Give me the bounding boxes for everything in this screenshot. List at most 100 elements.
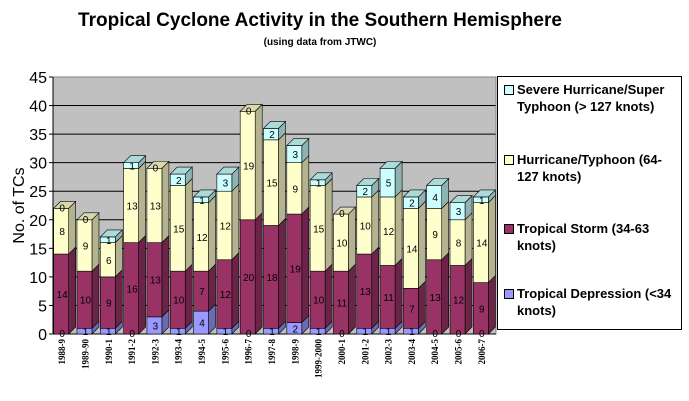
- bar-side: [301, 154, 310, 215]
- legend: Severe Hurricane/Super Typhoon (> 127 kn…: [497, 76, 682, 330]
- data-label: 0: [59, 329, 65, 340]
- data-label: 1: [409, 327, 415, 338]
- bar-top: [332, 206, 357, 215]
- x-tick-label: 1996-7: [244, 339, 254, 365]
- data-label: 1: [129, 162, 135, 173]
- bar-side: [464, 257, 473, 335]
- y-tick-label: 10: [29, 270, 47, 287]
- data-label: 14: [476, 239, 488, 250]
- data-label: 1: [199, 196, 205, 207]
- bar-top: [52, 201, 77, 209]
- bar-side: [324, 177, 333, 272]
- data-label: 18: [266, 273, 278, 284]
- bar-side: [184, 177, 193, 272]
- data-label: 12: [453, 296, 465, 307]
- data-label: 1: [386, 327, 392, 338]
- x-tick-label: 1989-90: [80, 339, 90, 369]
- data-label: 2: [362, 187, 368, 198]
- data-label: 1: [316, 179, 322, 190]
- bar-side: [114, 269, 123, 330]
- bar-side: [324, 263, 333, 330]
- data-label: 10: [336, 239, 348, 250]
- data-label: 0: [479, 329, 485, 340]
- bar-side: [254, 103, 263, 221]
- y-tick-label: 25: [29, 184, 47, 201]
- bar-top: [99, 229, 124, 238]
- data-label: 2: [409, 199, 415, 210]
- y-tick-label: 45: [29, 70, 47, 87]
- bar-top: [402, 189, 427, 198]
- bar-side: [394, 257, 403, 330]
- data-label: 9: [432, 230, 438, 241]
- bar-top: [76, 212, 100, 221]
- data-label: 10: [313, 296, 325, 307]
- x-tick-label: 2001-2: [360, 339, 370, 365]
- bar-side: [161, 160, 170, 244]
- bar-side: [371, 246, 380, 330]
- y-tick-label: 5: [38, 298, 47, 315]
- data-label: 10: [173, 296, 185, 307]
- legend-label-hurricane: Hurricane/Typhoon (64-127 knots): [517, 152, 662, 184]
- data-label: 1: [269, 327, 275, 338]
- data-label: 19: [290, 264, 302, 275]
- data-label: 11: [383, 293, 394, 304]
- data-label: 7: [199, 287, 205, 298]
- bar-side: [208, 263, 216, 312]
- y-tick-label: 0: [38, 327, 47, 344]
- data-label: 0: [129, 329, 135, 340]
- data-label: 15: [173, 224, 185, 235]
- x-tick-label: 1994-5: [197, 339, 207, 365]
- data-label: 12: [220, 221, 232, 232]
- bar-top: [192, 189, 217, 198]
- data-label: 0: [339, 209, 345, 220]
- bar-top: [379, 161, 403, 169]
- data-label: 15: [266, 179, 278, 190]
- data-label: 7: [409, 304, 415, 315]
- bar-top: [262, 121, 287, 129]
- data-label: 1: [362, 327, 368, 338]
- bar-top: [286, 138, 310, 146]
- data-label: 0: [246, 106, 252, 117]
- data-label: 13: [430, 293, 442, 304]
- y-axis-label: No. of TCs: [11, 167, 28, 243]
- data-label: 4: [199, 319, 205, 330]
- x-tick-label: 1995-6: [220, 339, 230, 365]
- data-label: 13: [127, 202, 139, 213]
- data-label: 12: [383, 227, 395, 238]
- y-tick-label: 35: [29, 127, 47, 144]
- bar-side: [301, 206, 310, 324]
- bar-side: [91, 263, 100, 330]
- data-label: 5: [386, 179, 392, 190]
- bar-side: [184, 263, 193, 330]
- legend-swatch-storm: [504, 224, 514, 234]
- bar-side: [68, 200, 76, 255]
- data-label: 4: [432, 193, 438, 204]
- bar-side: [348, 263, 356, 335]
- bar-side: [231, 183, 240, 261]
- bar-side: [138, 234, 146, 335]
- bar-side: [418, 280, 426, 330]
- x-tick-label: 1991-2: [127, 339, 137, 365]
- data-label: 0: [246, 329, 252, 340]
- bar-side: [441, 200, 450, 261]
- bar-top: [216, 166, 240, 175]
- data-label: 13: [150, 202, 162, 213]
- legend-label-severe: Severe Hurricane/Super Typhoon (> 127 kn…: [517, 82, 665, 114]
- data-label: 1: [106, 327, 112, 338]
- legend-swatch-severe: [504, 85, 514, 95]
- x-tick-label: 1990-1: [104, 339, 114, 365]
- x-tick-label: 2000-1: [337, 339, 347, 365]
- data-label: 1: [176, 327, 182, 338]
- bar-side: [488, 194, 496, 284]
- data-label: 0: [456, 329, 462, 340]
- data-label: 3: [293, 150, 299, 161]
- data-label: 12: [220, 290, 232, 301]
- x-tick-label: 2006-7: [477, 339, 487, 365]
- x-tick-label: 1993-4: [174, 339, 184, 365]
- data-label: 0: [59, 203, 65, 214]
- data-label: 14: [406, 244, 418, 255]
- bar-side: [441, 252, 450, 335]
- bar-side: [254, 212, 263, 335]
- legend-label-depression: Tropical Depression (<34 knots): [517, 286, 672, 318]
- data-label: 0: [83, 215, 89, 226]
